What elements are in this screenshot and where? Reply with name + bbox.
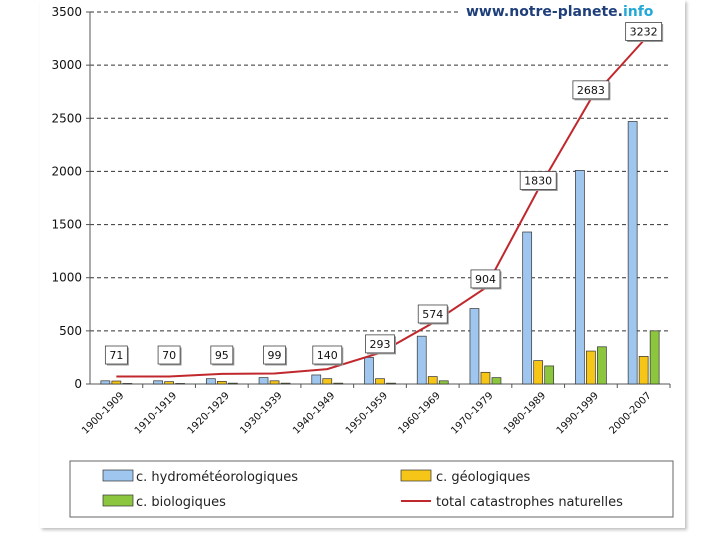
legend-label-bio: c. biologiques <box>136 495 226 510</box>
x-tick-label: 1960-1969 <box>397 390 443 436</box>
data-label-box <box>210 345 234 365</box>
bar <box>122 383 133 385</box>
data-label: 99 <box>268 349 282 362</box>
data-label: 95 <box>215 349 229 362</box>
y-tick-label: 3000 <box>51 58 82 72</box>
bar <box>216 380 227 385</box>
x-tick-label: 1980-1989 <box>502 390 548 436</box>
bar <box>100 380 111 385</box>
bar <box>153 380 163 385</box>
bar <box>269 380 280 385</box>
x-tick-label: 1940-1949 <box>291 390 337 436</box>
data-labels: 71 70 95 99 140 293 574 904 1830 2683 3232 <box>104 22 664 366</box>
data-label: 574 <box>422 308 443 321</box>
data-label-box <box>365 334 395 354</box>
y-tick-label: 1000 <box>51 271 82 285</box>
total-line <box>116 39 645 378</box>
x-tick-label: 1910-1919 <box>133 390 179 436</box>
y-tick-label: 0 <box>74 377 82 391</box>
legend-label-geo: c. géologiques <box>436 470 531 485</box>
bar <box>175 383 185 385</box>
bar <box>205 378 216 385</box>
data-label: 3232 <box>630 25 658 38</box>
bar <box>386 382 396 385</box>
legend-swatch-geo <box>400 469 432 482</box>
data-label-box <box>263 345 286 365</box>
data-label-box <box>470 269 501 289</box>
data-label: 904 <box>475 273 496 286</box>
data-label-box <box>417 304 448 324</box>
bar <box>227 382 238 385</box>
data-label-box <box>312 345 343 365</box>
bar <box>375 378 385 385</box>
data-label: 1830 <box>524 174 552 187</box>
data-label-box <box>519 171 557 190</box>
x-tick-labels: 1900-1909 1910-1919 1920-1929 1930-1939 1940… <box>80 384 671 437</box>
data-label: 2683 <box>577 84 605 97</box>
y-tick-label: 1500 <box>51 218 82 232</box>
legend-label-total: total catastrophes naturelles <box>436 495 623 510</box>
svg-text:www.notre-planete.info: www.notre-planete.info <box>466 4 654 20</box>
watermark-site: www.notre-planete. <box>466 4 623 20</box>
x-tick-label: 1920-1929 <box>186 390 232 436</box>
watermark: www.notre-planete.info <box>458 1 680 21</box>
data-label: 70 <box>162 349 176 362</box>
bar <box>627 121 638 385</box>
bar <box>649 330 660 385</box>
y-tick-label: 2000 <box>51 164 82 178</box>
bar <box>280 382 291 385</box>
bar <box>469 308 480 385</box>
x-tick-label: 1930-1939 <box>238 390 284 436</box>
data-label-box <box>104 345 128 365</box>
x-tick-label: 1950-1959 <box>344 390 390 436</box>
bar <box>333 382 344 385</box>
x-tick-label: 1990-1999 <box>555 390 601 436</box>
watermark-tld: info <box>623 4 654 20</box>
data-label-box <box>572 80 610 100</box>
bar <box>522 231 533 385</box>
y-tick-label: 3500 <box>51 5 82 19</box>
bar <box>575 170 585 385</box>
legend: c. hydrométéorologiques c. géologiques c… <box>69 460 674 518</box>
chart-svg: 0 500 1000 1500 2000 2500 3000 3500 71 70 95 99 140… <box>51 1 680 518</box>
bar <box>586 350 596 385</box>
legend-swatch-hydro <box>102 469 134 482</box>
bar <box>164 381 174 385</box>
bar <box>427 376 438 385</box>
legend-label-hydro: c. hydrométéorologiques <box>136 470 298 485</box>
bar <box>258 377 269 385</box>
total-line-path <box>116 39 645 378</box>
data-label: 71 <box>109 349 123 362</box>
bar <box>638 356 649 385</box>
y-tick-label: 2500 <box>51 111 82 125</box>
chart-frame: 0 500 1000 1500 2000 2500 3000 3500 71 70 95 99 140… <box>40 0 685 528</box>
bar <box>533 360 544 385</box>
bar <box>480 371 491 385</box>
bar <box>438 380 449 385</box>
y-tick-labels: 0 500 1000 1500 2000 2500 3000 3500 <box>51 5 90 391</box>
x-tick-label: 1970-1979 <box>449 390 495 436</box>
legend-swatch-bio <box>102 494 134 507</box>
data-label: 140 <box>317 349 338 362</box>
bar <box>544 365 555 385</box>
bars <box>100 121 660 385</box>
data-label-box <box>625 22 663 41</box>
bar <box>311 374 322 385</box>
bar <box>597 346 607 385</box>
bar <box>491 377 502 385</box>
bar <box>416 335 427 385</box>
data-label-box <box>157 345 181 365</box>
x-tick-label: 2000-2007 <box>607 390 653 436</box>
bar <box>111 380 122 385</box>
x-tick-label: 1900-1909 <box>80 390 126 436</box>
bar <box>364 357 374 385</box>
y-tick-label: 500 <box>59 324 82 338</box>
legend-box <box>69 460 674 518</box>
data-label: 293 <box>370 338 391 351</box>
bar <box>322 378 333 385</box>
